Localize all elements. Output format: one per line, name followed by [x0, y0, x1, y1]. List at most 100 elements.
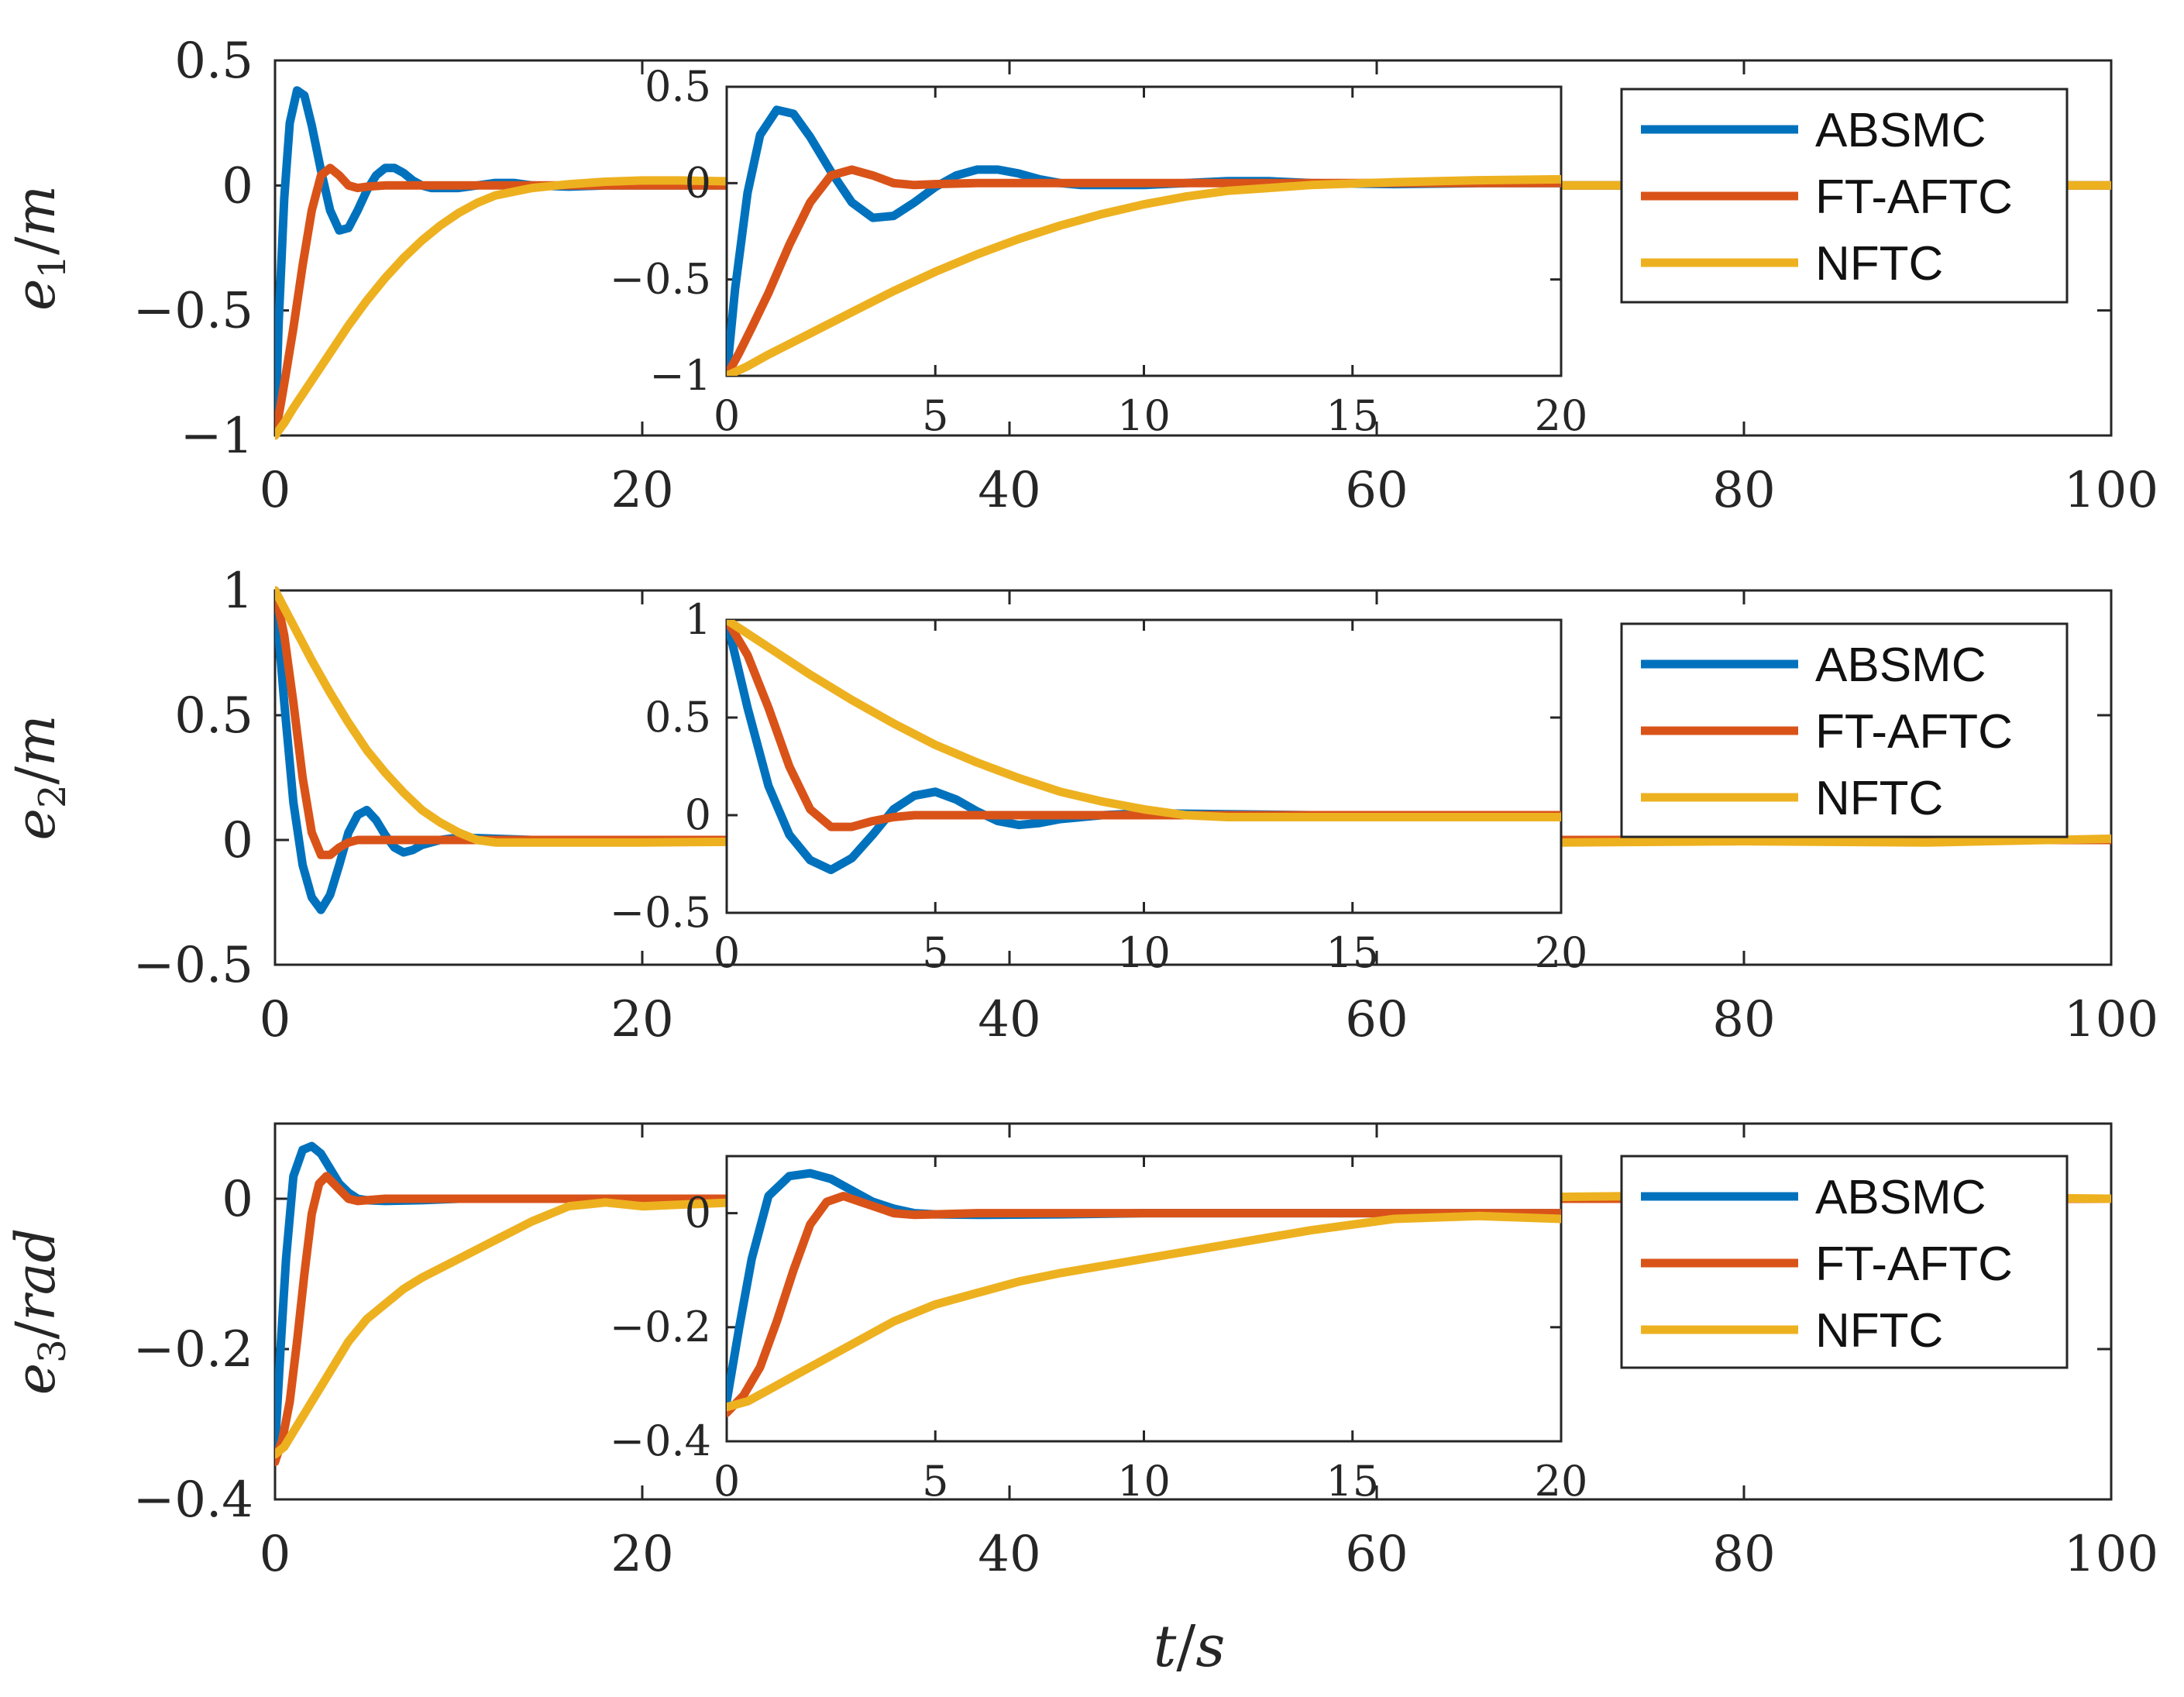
y-tick-label: 0.5	[174, 33, 253, 90]
inset-x-tick-label: 5	[922, 391, 948, 440]
inset-series-line-ft-aftc	[727, 620, 1561, 831]
legend-label: FT-AFTC	[1815, 705, 2013, 759]
legend-label: NFTC	[1815, 1304, 1943, 1358]
legend: ABSMC FT-AFTC NFTC	[1620, 88, 2069, 304]
y-label-sub: 3	[31, 1339, 74, 1363]
y-tick-label: 0	[222, 812, 253, 869]
legend-label: NFTC	[1815, 237, 1943, 291]
y-tick-label: −0.5	[133, 283, 253, 340]
inset-series-line-nftc	[727, 620, 1561, 821]
inset-series-line-nftc	[727, 174, 1561, 376]
inset-axes: 0 5 10 15 20−0.500.51	[610, 595, 1587, 977]
inset-axes: 0 5 10 15 20 −0.4 −0.2 0	[610, 1155, 1588, 1506]
inset-series-group	[727, 105, 1561, 376]
x-tick-label: 20	[610, 462, 673, 519]
x-tick-label: 80	[1712, 1526, 1775, 1583]
inset-x-tick-label: 20	[1535, 391, 1588, 440]
inset-frame	[725, 85, 1563, 377]
inset-x-tick-label: 10	[1117, 1457, 1171, 1506]
y-tick-label: −0.5	[133, 937, 253, 994]
inset-series-line-nftc	[727, 1211, 1561, 1412]
legend-label: FT-AFTC	[1815, 170, 2013, 224]
inset-x-tick-label: 0	[714, 1457, 740, 1506]
x-tick-label: 0	[260, 462, 291, 519]
x-tick-label: 40	[978, 1526, 1040, 1583]
panels: 0 20 40 60 80 100−1−0.500.5e1/m0 5 10 15 20−1−0.5…	[4, 33, 2158, 1583]
y-tick-label: −0.4	[133, 1472, 253, 1529]
y-label-var: e	[4, 808, 67, 840]
y-label-unit: m	[4, 715, 67, 766]
inset-x-tick-label: 0	[714, 928, 740, 977]
inset-series-group	[727, 1169, 1561, 1417]
x-tick-label: 80	[1712, 462, 1775, 519]
inset-x-tick-label: 10	[1117, 928, 1171, 977]
inset-x-tick-label: 0	[714, 391, 740, 440]
y-label-slash: /	[4, 766, 67, 785]
x-tick-label: 100	[2064, 462, 2158, 519]
inset-x-tick-label: 5	[922, 928, 948, 977]
y-label-unit: m	[4, 185, 67, 236]
inset-y-tick-label: 0	[685, 790, 711, 839]
inset-axes: 0 5 10 15 20 −1 −0.5 0 0.5	[610, 62, 1588, 440]
y-tick-label: −0.2	[133, 1321, 253, 1379]
inset-y-tick-label: 0	[685, 1189, 711, 1237]
inset-x-tick-label: 15	[1326, 391, 1379, 440]
inset-y-tick-label: 0.5	[645, 62, 711, 111]
x-tick-label: 40	[978, 991, 1040, 1048]
legend-label: FT-AFTC	[1815, 1237, 2013, 1291]
y-label-var: e	[4, 279, 67, 311]
inset-series-line-ft-aftc	[727, 165, 1561, 376]
y-tick-label: 0.5	[174, 687, 253, 745]
inset-series-group	[727, 620, 1561, 875]
x-tick-label: 40	[978, 462, 1040, 519]
y-label-sub: 1	[31, 255, 74, 279]
y-tick-label: 1	[222, 563, 253, 620]
y-label-sub: 2	[31, 785, 74, 809]
x-tick-label: 60	[1345, 462, 1408, 519]
inset-x-tick-label: 10	[1117, 391, 1171, 440]
legend-label: ABSMC	[1815, 1171, 1986, 1224]
inset-x-tick-label: 5	[922, 1457, 948, 1506]
panel-3: 0 20 40 60 80 100 −0.4 −0.2 0 e3/rad 0 5 10 15 20 −0.4 −…	[4, 1122, 2158, 1583]
y-label-var: e	[4, 1363, 67, 1395]
inset-frame	[725, 618, 1563, 914]
y-axis-label: e3/rad	[4, 1228, 74, 1396]
x-tick-label: 60	[1345, 991, 1408, 1048]
y-label-unit: rad	[4, 1228, 67, 1321]
inset-y-tick-label: −0.2	[610, 1303, 711, 1351]
x-tick-label: 0	[260, 991, 291, 1048]
y-tick-label: 0	[222, 1171, 253, 1228]
y-label-slash: /	[4, 236, 67, 255]
inset-series-line-ft-aftc	[727, 1192, 1561, 1417]
x-tick-label: 60	[1345, 1526, 1408, 1583]
inset-y-tick-label: 1	[685, 595, 711, 644]
inset-y-tick-label: 0	[685, 158, 711, 207]
inset-x-tick-label: 20	[1535, 928, 1588, 977]
x-tick-label: 80	[1712, 991, 1775, 1048]
legend: ABSMC FT-AFTC NFTC	[1620, 1155, 2069, 1369]
inset-x-tick-label: 15	[1326, 928, 1379, 977]
y-axis-label: e2/m	[4, 715, 74, 841]
inset-y-tick-label: −0.5	[610, 255, 711, 304]
inset-x-tick-label: 20	[1535, 1457, 1588, 1506]
x-tick-label: 0	[260, 1526, 291, 1583]
x-tick-label: 100	[2064, 991, 2158, 1048]
x-tick-label: 100	[2064, 1526, 2158, 1583]
panel-1: 0 20 40 60 80 100−1−0.500.5e1/m0 5 10 15 20−1−0.5…	[4, 33, 2158, 519]
inset-y-tick-label: −0.4	[610, 1416, 711, 1465]
legend: ABSMC FT-AFTC NFTC	[1620, 622, 2069, 838]
y-label-slash: /	[4, 1320, 67, 1339]
inset-y-tick-label: −1	[649, 351, 711, 400]
y-tick-label: 0	[222, 157, 253, 215]
x-axis-label: t/s	[1154, 1613, 1226, 1680]
x-tick-label: 20	[610, 1526, 673, 1583]
inset-y-tick-label: −0.5	[610, 888, 711, 937]
inset-y-tick-label: 0.5	[645, 693, 711, 742]
x-tick-label: 20	[610, 991, 673, 1048]
legend-label: ABSMC	[1815, 104, 1986, 157]
legend-label: ABSMC	[1815, 639, 1986, 692]
inset-x-tick-label: 15	[1326, 1457, 1379, 1506]
y-axis-label: e1/m	[4, 185, 74, 311]
